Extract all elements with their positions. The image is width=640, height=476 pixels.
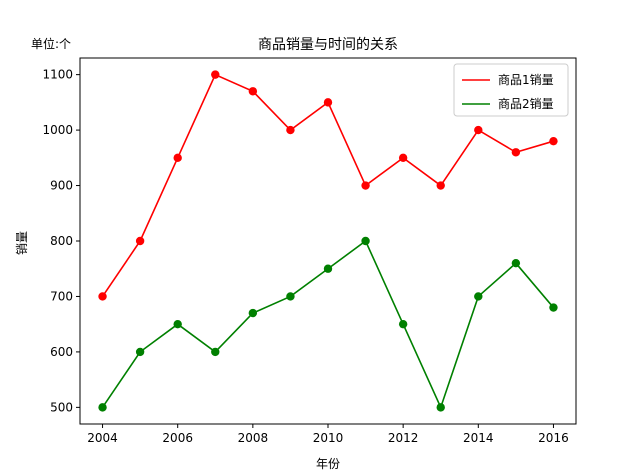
legend-label: 商品2销量 (498, 96, 554, 111)
series-2-point (436, 403, 445, 412)
series-1-point (248, 87, 258, 96)
x-tick-label: 2012 (388, 431, 419, 445)
y-tick-label: 900 (50, 179, 73, 193)
series-1-point (511, 148, 521, 157)
series-2-point (211, 347, 220, 357)
x-tick-label: 2010 (313, 431, 344, 445)
legend-label: 商品1销量 (498, 72, 554, 87)
series-2-point (361, 236, 370, 246)
y-tick-label: 1100 (42, 68, 73, 82)
y-tick-label: 700 (50, 289, 73, 303)
x-tick-label: 2008 (238, 431, 269, 445)
series-1-point (323, 98, 333, 107)
series-2-point (248, 308, 258, 318)
y-tick-label: 500 (50, 400, 73, 414)
y-tick-label: 800 (50, 234, 73, 248)
x-axis-label: 年份 (316, 457, 340, 471)
series-2-point (173, 319, 182, 329)
series-1-point (549, 136, 558, 146)
series-1-point (361, 181, 370, 190)
series-1-point (286, 125, 295, 135)
series-1-point (436, 181, 445, 190)
x-tick-label: 2014 (463, 431, 494, 445)
x-tick-label: 2004 (87, 431, 118, 445)
series-1-point (398, 153, 408, 163)
y-tick-label: 600 (50, 345, 73, 359)
series-1-point (98, 292, 107, 301)
series-2-point (549, 303, 558, 312)
series-2-point (286, 292, 295, 301)
series-2-point (135, 347, 145, 357)
series-1-point (173, 153, 182, 163)
unit-note: 单位:个 (31, 36, 71, 51)
series-1-point (211, 70, 220, 79)
series-1-point (474, 125, 483, 135)
series-2-point (323, 264, 333, 273)
y-axis-label: 销量 (15, 231, 29, 255)
x-tick-label: 2016 (538, 431, 569, 445)
chart-title: 商品销量与时间的关系 (258, 37, 398, 53)
series-1-point (135, 236, 145, 246)
series-2-point (98, 403, 107, 412)
series-2-point (474, 292, 483, 301)
legend-box (453, 63, 569, 117)
x-tick-label: 2006 (162, 431, 193, 445)
series-2-point (398, 319, 408, 329)
y-tick-label: 1000 (42, 123, 73, 137)
series-2-point (511, 258, 521, 268)
plot-area: 2004 2006 2008 2010 2012 2014 2016 500 600 700 800… (42, 57, 577, 445)
